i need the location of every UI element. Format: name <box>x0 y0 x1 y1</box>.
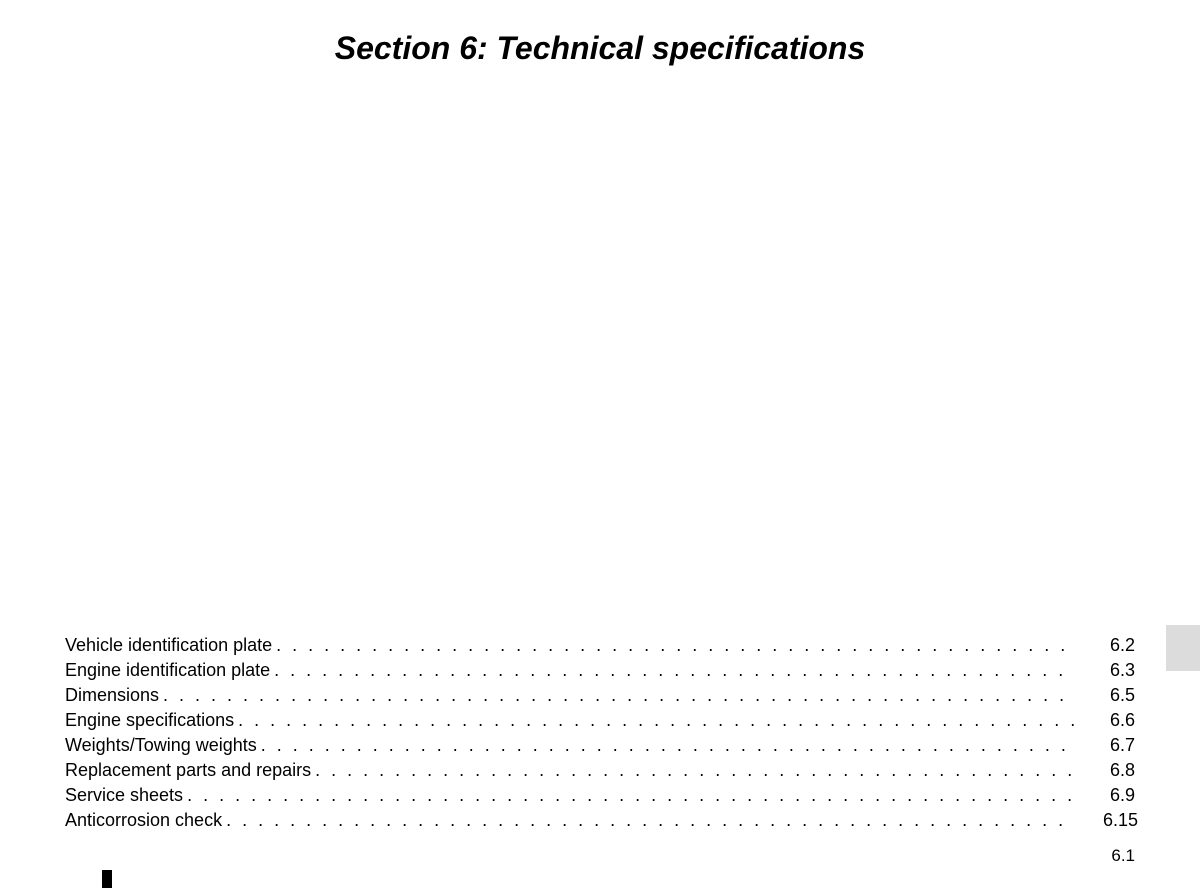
toc-leader-dots <box>238 708 1075 733</box>
toc-entry: Engine specifications 6.6 <box>65 708 1135 733</box>
toc-page-number: 6.7 <box>1079 733 1135 758</box>
print-mark-icon <box>102 870 112 888</box>
toc-entry: Engine identification plate 6.3 <box>65 658 1135 683</box>
toc-label: Engine identification plate <box>65 658 270 683</box>
table-of-contents: Vehicle identification plate 6.2 Engine … <box>65 633 1135 833</box>
toc-label: Anticorrosion check <box>65 808 222 833</box>
toc-label: Service sheets <box>65 783 183 808</box>
page-number: 6.1 <box>1111 846 1135 866</box>
toc-page-number: 6.3 <box>1079 658 1135 683</box>
toc-label: Engine specifications <box>65 708 234 733</box>
toc-page-number: 6.5 <box>1079 683 1135 708</box>
toc-label: Dimensions <box>65 683 159 708</box>
toc-page-number: 6.6 <box>1079 708 1135 733</box>
toc-label: Replacement parts and repairs <box>65 758 311 783</box>
toc-page-number: 6.9 <box>1079 783 1135 808</box>
toc-entry: Replacement parts and repairs 6.8 <box>65 758 1135 783</box>
toc-label: Weights/Towing weights <box>65 733 257 758</box>
toc-page-number: 6.15 <box>1079 808 1135 833</box>
toc-leader-dots <box>163 683 1075 708</box>
page-container: Section 6: Technical specifications Vehi… <box>0 0 1200 888</box>
toc-leader-dots <box>261 733 1075 758</box>
toc-label: Vehicle identification plate <box>65 633 272 658</box>
toc-entry: Service sheets 6.9 <box>65 783 1135 808</box>
toc-leader-dots <box>226 808 1075 833</box>
toc-entry: Weights/Towing weights 6.7 <box>65 733 1135 758</box>
toc-entry: Anticorrosion check 6.15 <box>65 808 1135 833</box>
toc-leader-dots <box>187 783 1075 808</box>
toc-entry: Vehicle identification plate 6.2 <box>65 633 1135 658</box>
toc-page-number: 6.2 <box>1079 633 1135 658</box>
toc-leader-dots <box>274 658 1075 683</box>
section-title: Section 6: Technical specifications <box>65 30 1135 67</box>
toc-entry: Dimensions 6.5 <box>65 683 1135 708</box>
section-tab-icon <box>1166 625 1200 671</box>
toc-leader-dots <box>315 758 1075 783</box>
toc-page-number: 6.8 <box>1079 758 1135 783</box>
toc-leader-dots <box>276 633 1075 658</box>
